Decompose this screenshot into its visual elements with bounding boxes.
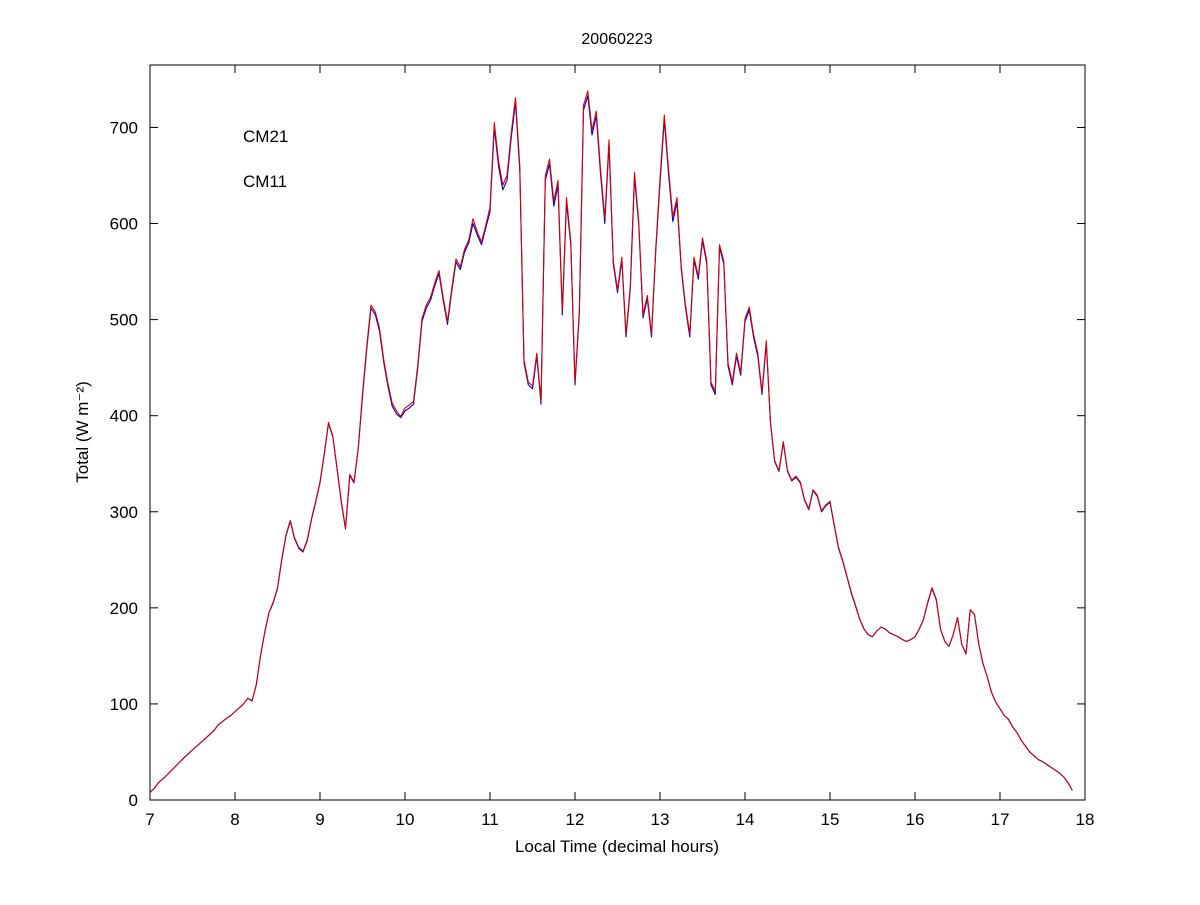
x-tick-label: 16	[906, 810, 925, 829]
x-tick-label: 14	[736, 810, 755, 829]
x-tick-label: 17	[991, 810, 1010, 829]
x-tick-label: 9	[315, 810, 324, 829]
x-tick-label: 13	[651, 810, 670, 829]
y-tick-label: 600	[110, 215, 138, 234]
legend-entry-cm21: CM21	[243, 127, 288, 146]
legend-entry-cm11: CM11	[243, 172, 287, 191]
y-tick-label: 100	[110, 695, 138, 714]
y-tick-label: 700	[110, 118, 138, 137]
y-tick-label: 500	[110, 311, 138, 330]
x-tick-label: 7	[145, 810, 154, 829]
x-tick-label: 12	[566, 810, 585, 829]
x-tick-label: 18	[1076, 810, 1095, 829]
axis-ticks	[149, 65, 1086, 801]
y-tick-label: 200	[110, 599, 138, 618]
x-axis-label: Local Time (decimal hours)	[515, 837, 719, 856]
y-tick-label: 300	[110, 503, 138, 522]
chart-title: 20060223	[581, 31, 652, 48]
y-axis-label: Total (W m⁻²)	[73, 381, 92, 483]
x-tick-label: 15	[821, 810, 840, 829]
y-tick-label: 0	[129, 791, 138, 810]
x-tick-label: 10	[396, 810, 415, 829]
plot-area	[149, 64, 1086, 801]
series-lines	[149, 90, 1073, 793]
series-line-cm11	[149, 90, 1073, 793]
axis-tick-labels: 7 8 9 10 11 12 13 14 15 16 17 18 0 100 200 300 400 500 600…	[110, 118, 1095, 829]
x-tick-label: 11	[481, 810, 499, 829]
x-tick-label: 8	[230, 810, 239, 829]
y-tick-label: 400	[110, 407, 138, 426]
